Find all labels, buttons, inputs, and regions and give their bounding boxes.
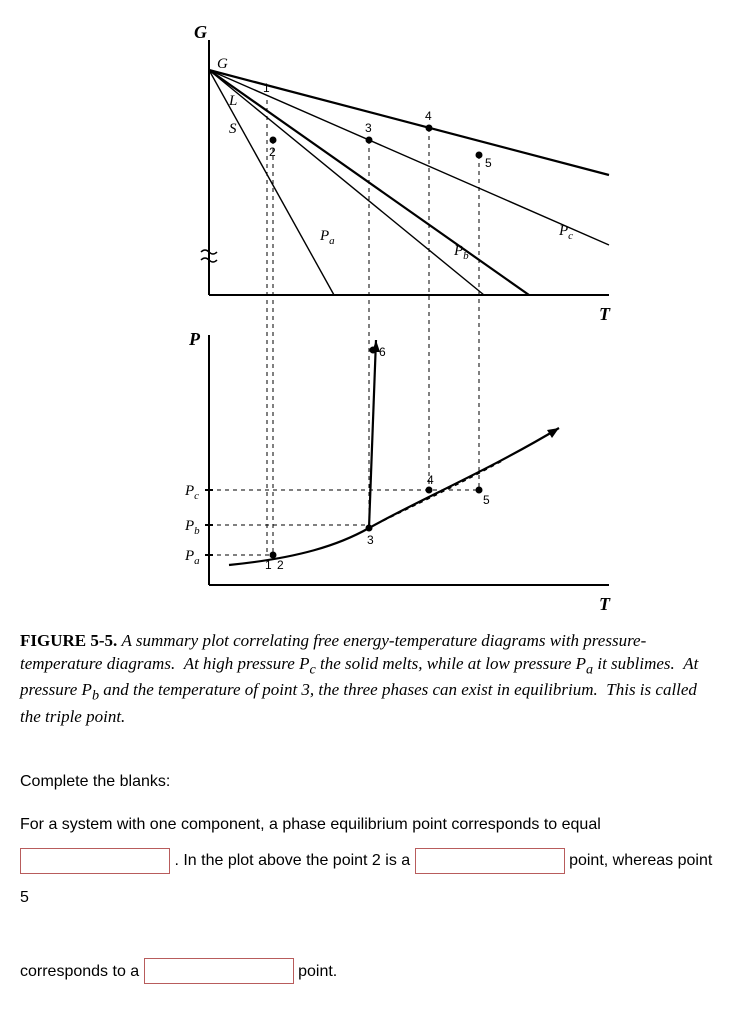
lower-pt3 — [366, 525, 373, 532]
lower-plot: P T Pc Pb Pa 1 2 3 6 4 — [184, 329, 611, 614]
l-curve-label: L — [228, 93, 237, 109]
gas-pa-line — [209, 70, 334, 295]
pa-label: Pa — [319, 228, 335, 247]
lower-pt2 — [270, 552, 277, 559]
q-text-1a: For a system with one component, a phase… — [20, 816, 601, 833]
blank-3[interactable] — [144, 958, 294, 984]
lower-pt2-label: 2 — [277, 558, 284, 572]
upper-plot: G T G L S Pa Pb Pc 1 2 3 4 5 — [194, 22, 611, 324]
g-curve-label: G — [217, 56, 228, 72]
sv-curve — [229, 428, 559, 565]
q-text-1b: . In the plot above the point 2 is a — [174, 852, 410, 869]
q-text-2a: corresponds to a — [20, 963, 139, 980]
figure-container: G T G L S Pa Pb Pc 1 2 3 4 5 P — [20, 20, 718, 620]
blank-1[interactable] — [20, 848, 170, 874]
question-flow: For a system with one component, a phase… — [20, 816, 712, 980]
s-curve-label: S — [229, 121, 237, 137]
lower-pt6-label: 6 — [379, 345, 386, 359]
pc-tick-label: Pc — [184, 483, 199, 502]
pa-tick-label: Pa — [184, 548, 200, 567]
figure-caption: FIGURE 5-5. A summary plot correlating f… — [20, 630, 718, 729]
sl-line — [369, 340, 376, 528]
blank-2[interactable] — [415, 848, 565, 874]
caption-lead: FIGURE 5-5. — [20, 631, 117, 650]
lower-y-label: P — [188, 329, 201, 349]
lower-pt6 — [370, 347, 377, 354]
upper-pt3-label: 3 — [365, 121, 372, 135]
lower-pt4-label: 4 — [427, 473, 434, 487]
upper-x-label: T — [599, 304, 611, 324]
pb-label: Pb — [453, 243, 469, 262]
caption-body: A summary plot correlating free energy-t… — [20, 631, 698, 726]
upper-pt1-label: 1 — [263, 81, 270, 95]
upper-y-label: G — [194, 22, 207, 42]
question-intro: Complete the blanks: — [20, 769, 718, 795]
question-block: Complete the blanks: For a system with o… — [20, 769, 718, 991]
lower-pt1-label: 1 — [265, 558, 272, 572]
pb-tick-label: Pb — [184, 518, 200, 537]
pc-label: Pc — [558, 223, 573, 242]
upper-pt5-label: 5 — [485, 156, 492, 170]
lower-pt4 — [426, 487, 433, 494]
lower-x-label: T — [599, 594, 611, 614]
lower-pt5-label: 5 — [483, 493, 490, 507]
lower-pt5 — [476, 487, 483, 494]
lower-pt3-label: 3 — [367, 533, 374, 547]
q-text-2b: point. — [298, 963, 337, 980]
upper-pt4-label: 4 — [425, 109, 432, 123]
figure-svg: G T G L S Pa Pb Pc 1 2 3 4 5 P — [89, 20, 649, 620]
gas-pb-line — [209, 70, 484, 295]
